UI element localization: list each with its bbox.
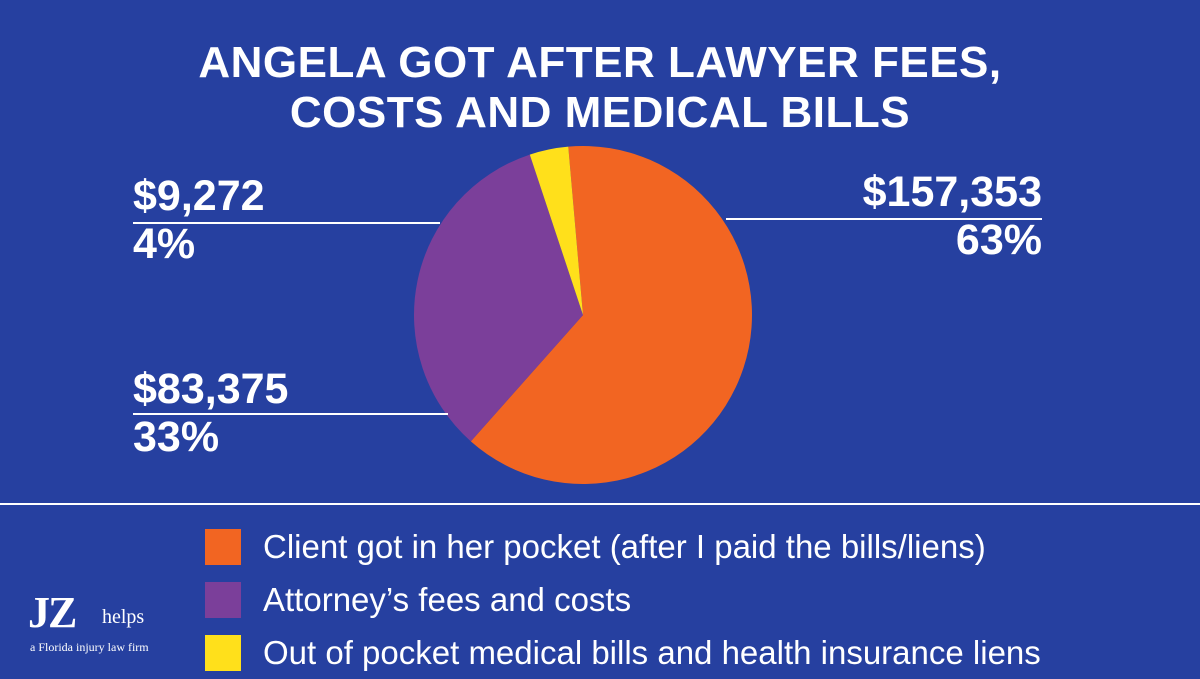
pie-slice-medical [529, 146, 583, 315]
callout-rule-client [726, 218, 1042, 220]
logo-tagline: a Florida injury law firm [30, 640, 149, 654]
legend-swatch-attorney [205, 581, 241, 618]
logo-word: helps [102, 606, 145, 628]
callout-client-percent: 63% [955, 216, 1042, 264]
legend: Client got in her pocket (after I paid t… [205, 520, 1041, 679]
jz-helps-logo: JZ helps a Florida injury law firm [26, 590, 186, 660]
legend-swatch-client [205, 528, 241, 565]
pie-slice-client [470, 145, 752, 484]
callout-attorney: $83,375 33% [133, 365, 288, 461]
logo-mark: JZ [28, 588, 77, 637]
legend-item-client: Client got in her pocket (after I paid t… [205, 520, 1041, 573]
callout-medical: $9,272 4% [133, 172, 265, 268]
legend-label-medical: Out of pocket medical bills and health i… [263, 633, 1041, 671]
legend-divider [0, 503, 1200, 505]
pie-slice-attorney [414, 154, 583, 442]
chart-title-line-2: COSTS AND MEDICAL BILLS [289, 88, 911, 137]
legend-item-attorney: Attorney’s fees and costs [205, 573, 1041, 626]
legend-label-client: Client got in her pocket (after I paid t… [263, 527, 986, 565]
callout-attorney-amount: $83,375 [133, 365, 289, 413]
callout-rule-attorney [133, 413, 448, 415]
callout-client-amount: $157,353 [862, 168, 1042, 216]
callout-attorney-percent: 33% [133, 413, 220, 461]
legend-item-medical: Out of pocket medical bills and health i… [205, 626, 1041, 679]
legend-label-attorney: Attorney’s fees and costs [263, 580, 632, 618]
chart-title-line-1: ANGELA GOT AFTER LAWYER FEES, [198, 38, 1002, 87]
callout-medical-percent: 4% [133, 220, 196, 268]
legend-swatch-medical [205, 634, 241, 671]
callout-rule-medical [133, 222, 440, 224]
callout-client: $157,353 63% [863, 168, 1042, 264]
chart-title: ANGELA GOT AFTER LAWYER FEES, COSTS AND … [0, 38, 1200, 138]
callout-medical-amount: $9,272 [133, 172, 265, 220]
